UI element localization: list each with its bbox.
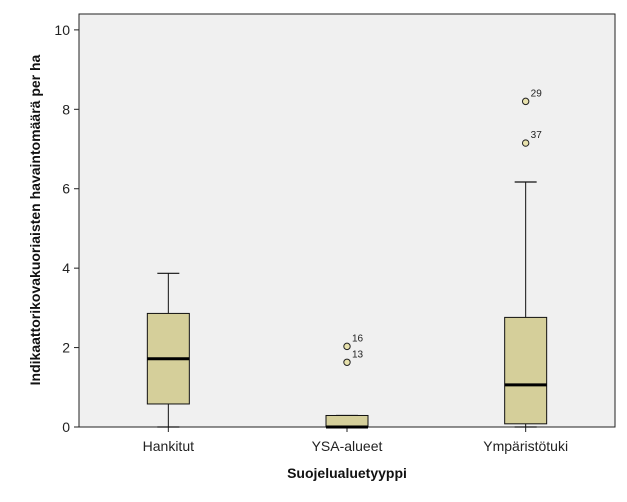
y-axis: 0 2 4 6 8 10 bbox=[54, 22, 79, 435]
outlier-label: 37 bbox=[531, 130, 543, 141]
outlier-label: 29 bbox=[531, 88, 543, 99]
box bbox=[504, 316, 548, 425]
y-tick-label: 6 bbox=[62, 181, 70, 197]
outlier-point bbox=[343, 342, 351, 351]
x-tick-label: Hankitut bbox=[143, 438, 194, 454]
outlier-point bbox=[521, 97, 530, 106]
y-tick-label: 2 bbox=[62, 340, 70, 356]
x-tick-label: Ympäristötuki bbox=[483, 438, 568, 454]
box bbox=[325, 414, 369, 428]
x-tick-label: YSA-alueet bbox=[312, 438, 383, 454]
y-tick-label: 10 bbox=[54, 22, 70, 38]
outlier-label: 16 bbox=[352, 333, 364, 344]
y-tick-label: 8 bbox=[62, 101, 70, 117]
outlier-point bbox=[343, 358, 351, 366]
x-axis: Hankitut YSA-alueet Ympäristötuki bbox=[143, 427, 568, 454]
y-tick-label: 4 bbox=[62, 260, 70, 276]
outlier-point bbox=[521, 139, 530, 147]
outlier-label: 13 bbox=[352, 349, 364, 360]
box-group: 29 37 bbox=[504, 88, 548, 428]
box-group bbox=[146, 272, 190, 428]
y-axis-title: Indikaattorikovakuoriaisten havaintomäär… bbox=[27, 54, 43, 385]
y-tick-label: 0 bbox=[62, 419, 70, 435]
x-axis-title: Suojelualuetyyppi bbox=[287, 465, 407, 481]
